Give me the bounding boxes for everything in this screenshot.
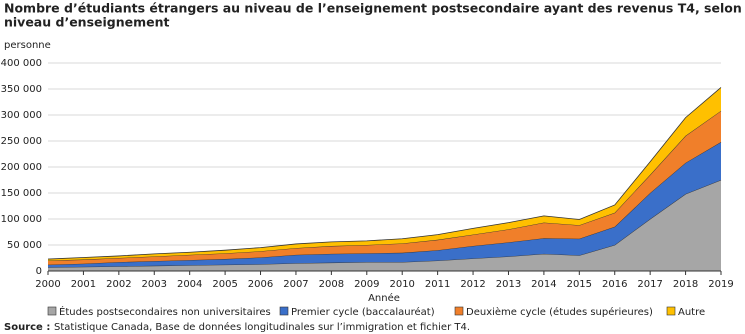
legend-swatch <box>666 306 676 316</box>
x-tick-label: 2018 <box>673 279 698 290</box>
x-tick-label: 2006 <box>248 279 273 290</box>
x-axis-label: Année <box>368 292 400 304</box>
x-tick-label: 2010 <box>389 279 414 290</box>
x-tick-label: 2005 <box>212 279 237 290</box>
legend-label: Premier cycle (baccalauréat) <box>291 306 435 318</box>
x-tick-label: 2001 <box>71 279 96 290</box>
legend-swatch <box>454 306 464 316</box>
x-tick-label: 2008 <box>319 279 344 290</box>
legend-label: Autre <box>678 307 705 318</box>
x-tick-label: 2017 <box>637 279 662 290</box>
x-tick-label: 2011 <box>425 279 450 290</box>
x-tick-label: 2009 <box>354 279 379 290</box>
chart-title: Nombre d’étudiants étrangers au niveau d… <box>4 1 745 16</box>
area <box>48 110 721 265</box>
legend-swatch <box>47 306 57 316</box>
chart-title: niveau d’enseignement <box>4 15 169 30</box>
x-tick-label: 2019 <box>708 279 733 290</box>
y-tick-label: 150 000 <box>1 188 42 199</box>
x-tick-label: 2015 <box>567 279 592 290</box>
y-tick-label: 50 000 <box>7 240 42 251</box>
y-tick-label: 400 000 <box>1 58 42 69</box>
y-tick-label: 100 000 <box>1 214 42 225</box>
area-edge <box>47 87 722 260</box>
source: Statistique Canada, Base de données long… <box>54 321 470 333</box>
area <box>48 180 721 271</box>
x-tick-label: 2004 <box>177 279 202 290</box>
x-tick-label: 2016 <box>602 279 627 290</box>
legend-swatch <box>279 306 289 316</box>
x-tick-label: 2003 <box>142 279 167 290</box>
x-tick-label: 2002 <box>106 279 131 290</box>
x-tick-label: 2000 <box>35 279 60 290</box>
y-axis-label: personne <box>4 40 51 51</box>
x-tick-label: 2013 <box>496 279 521 290</box>
y-tick-label: 250 000 <box>1 136 42 147</box>
source-label: Source : <box>4 322 50 333</box>
legend-label: Études postsecondaires non universitaire… <box>59 305 271 318</box>
x-tick-label: 2007 <box>283 279 308 290</box>
y-tick-label: 300 000 <box>1 110 42 121</box>
y-tick-label: 200 000 <box>1 162 42 173</box>
y-tick-label: 350 000 <box>1 84 42 95</box>
y-tick-label: 0 <box>36 266 42 277</box>
x-tick-label: 2012 <box>460 279 485 290</box>
legend-label: Deuxième cycle (études supérieures) <box>466 306 653 318</box>
x-tick-label: 2014 <box>531 279 556 290</box>
area <box>48 87 721 261</box>
